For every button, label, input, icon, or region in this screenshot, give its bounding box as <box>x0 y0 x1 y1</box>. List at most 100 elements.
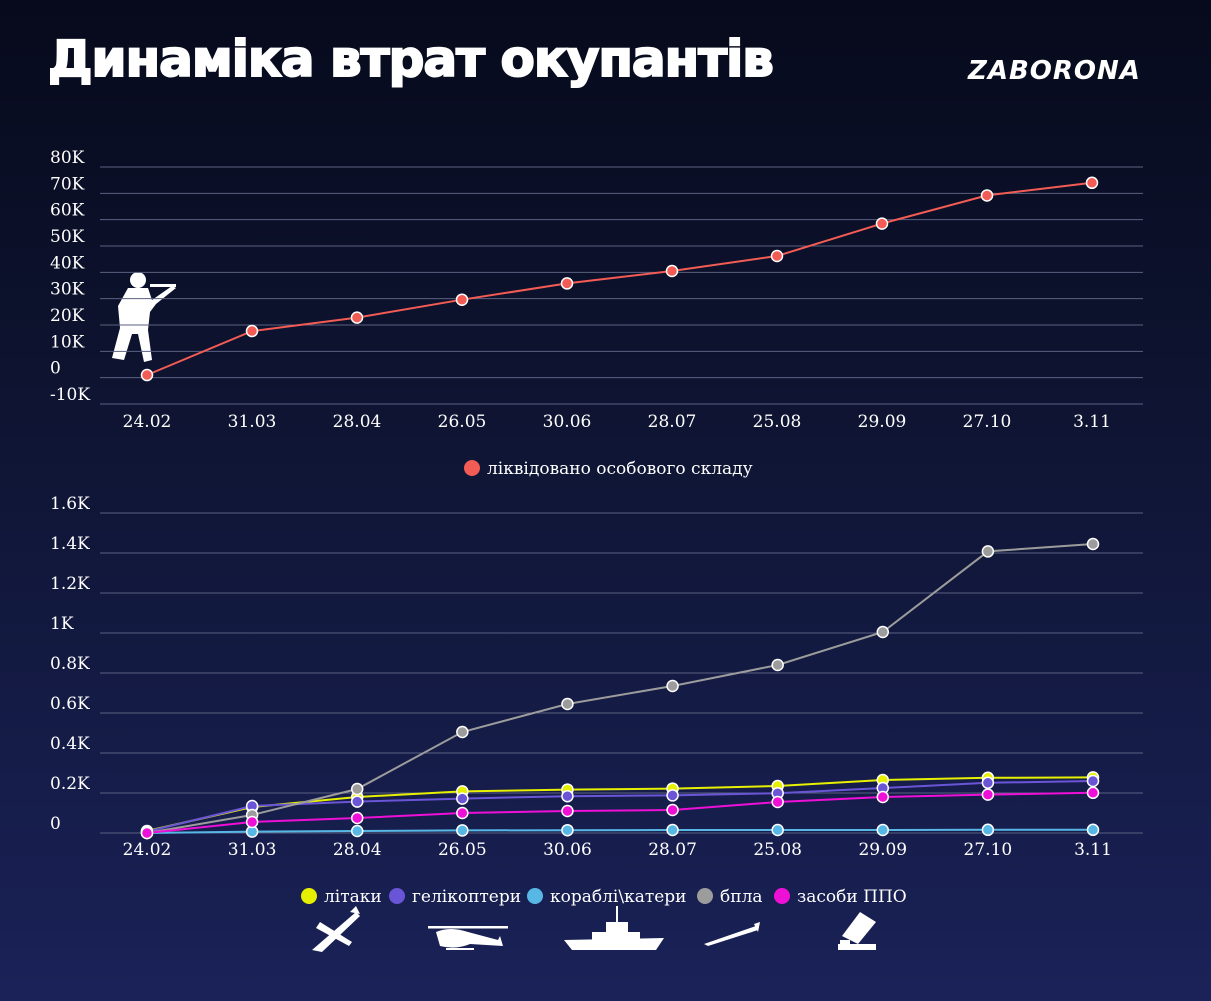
y-tick-label: 1K <box>50 614 74 634</box>
data-point-helicopters <box>1086 774 1100 788</box>
series-line-helicopters <box>146 780 1094 833</box>
legend-marker-air_defense <box>774 888 790 904</box>
y-tick-label: 20K <box>50 306 85 326</box>
data-point-air_defense <box>245 815 259 829</box>
x-tick-label: 29.09 <box>858 412 907 432</box>
data-point-helicopters <box>666 789 679 802</box>
y-tick-label: 40K <box>50 253 85 273</box>
y-tick-label: 1.6K <box>50 494 90 514</box>
legend-marker-helicopters <box>389 888 405 904</box>
y-tick-label: 70K <box>50 174 85 194</box>
y-tick-label: -10K <box>50 385 90 405</box>
x-tick-label: 26.05 <box>438 840 487 860</box>
data-point-personnel <box>770 249 784 263</box>
y-tick-label: 0.4K <box>50 734 90 754</box>
y-tick-label: 60K <box>50 201 85 221</box>
x-tick-label: 28.04 <box>333 840 382 860</box>
legend-label-planes: літаки <box>324 887 382 907</box>
y-tick-label: 1.4K <box>50 534 90 554</box>
data-point-ships <box>981 823 995 837</box>
data-point-uav <box>1086 537 1100 551</box>
data-point-uav <box>350 782 364 796</box>
series-line-uav <box>146 543 1094 834</box>
legend-label-personnel: ліквідовано особового складу <box>487 459 753 479</box>
data-point-ships <box>456 824 469 837</box>
x-tick-label: 30.06 <box>543 840 592 860</box>
x-tick-label: 25.08 <box>753 412 802 432</box>
data-point-air_defense <box>561 804 574 818</box>
x-tick-label: 28.04 <box>333 412 382 432</box>
data-point-personnel <box>245 324 259 338</box>
soldier-icon <box>112 272 176 362</box>
y-tick-label: 0 <box>50 359 61 379</box>
data-point-ships <box>350 824 364 838</box>
data-point-helicopters <box>456 792 469 805</box>
data-point-air_defense <box>350 811 364 825</box>
data-point-uav <box>876 625 890 639</box>
x-tick-label: 28.07 <box>648 412 697 432</box>
warship-icon <box>564 906 664 950</box>
brand-logo: ZABORONA <box>968 56 1141 86</box>
data-point-ships <box>561 823 574 837</box>
air-defense-icon <box>838 912 876 950</box>
drone-icon <box>704 922 760 946</box>
chart-1: 80K 70K 60K 50K 40K 30K 20K 10K 0 -10K 24.02 31.03 2… <box>50 148 1143 479</box>
data-point-helicopters <box>561 789 574 803</box>
data-point-personnel <box>560 277 574 290</box>
x-tick-label: 30.06 <box>543 412 592 432</box>
data-point-air_defense <box>771 795 784 809</box>
legend-marker-planes <box>301 888 317 904</box>
legend-label-air_defense: засоби ППО <box>797 887 907 907</box>
legend-label-helicopters: гелікоптери <box>412 887 521 907</box>
y-tick-label: 10K <box>50 332 85 352</box>
data-point-personnel <box>980 189 994 202</box>
x-tick-label: 3.11 <box>1074 840 1112 860</box>
legend-marker-uav <box>697 888 713 904</box>
x-tick-label: 26.05 <box>438 412 487 432</box>
x-tick-label: 25.08 <box>753 840 802 860</box>
data-point-air_defense <box>981 788 995 801</box>
legend-label-uav: бпла <box>720 887 763 907</box>
legend-marker-personnel <box>464 460 480 476</box>
data-point-ships <box>1086 823 1100 837</box>
data-point-personnel <box>455 293 469 306</box>
data-point-helicopters <box>350 795 364 808</box>
y-tick-label: 0.6K <box>50 694 90 714</box>
data-point-air_defense <box>876 790 890 804</box>
x-tick-label: 28.07 <box>648 840 697 860</box>
data-point-personnel <box>875 217 889 230</box>
y-tick-label: 0.8K <box>50 654 90 674</box>
legend-marker-ships <box>527 888 543 904</box>
x-tick-label: 27.10 <box>963 412 1012 432</box>
y-tick-label: 0 <box>50 814 61 834</box>
plane-icon <box>312 906 360 952</box>
x-tick-label: 24.02 <box>123 840 172 860</box>
data-point-personnel <box>350 311 364 324</box>
data-point-air_defense <box>140 826 154 840</box>
data-point-personnel <box>665 264 679 278</box>
data-point-personnel <box>140 368 154 382</box>
x-tick-label: 29.09 <box>858 840 907 860</box>
x-tick-label: 24.02 <box>123 412 172 432</box>
data-point-uav <box>981 545 995 558</box>
data-point-ships <box>771 823 784 837</box>
helicopter-icon <box>428 926 508 950</box>
x-tick-label: 27.10 <box>964 840 1013 860</box>
data-point-ships <box>666 823 679 837</box>
data-point-uav <box>561 697 574 711</box>
data-point-ships <box>876 823 890 837</box>
legend-label-ships: кораблі\катери <box>550 887 687 907</box>
data-point-air_defense <box>1086 786 1100 800</box>
data-point-air_defense <box>666 803 679 817</box>
data-point-air_defense <box>456 806 469 820</box>
series-line-ships <box>146 828 1093 834</box>
data-point-uav <box>771 658 784 672</box>
x-tick-label: 31.03 <box>228 412 277 432</box>
data-point-helicopters <box>981 776 995 790</box>
y-tick-label: 80K <box>50 148 85 168</box>
chart-2: 1.6K 1.4K 1.2K 1K 0.8K 0.6K 0.4K 0.2K 0 24.02 31.0… <box>50 494 1143 907</box>
data-point-personnel <box>1085 176 1099 190</box>
series-line-personnel <box>146 181 1093 376</box>
data-point-uav <box>666 679 679 693</box>
